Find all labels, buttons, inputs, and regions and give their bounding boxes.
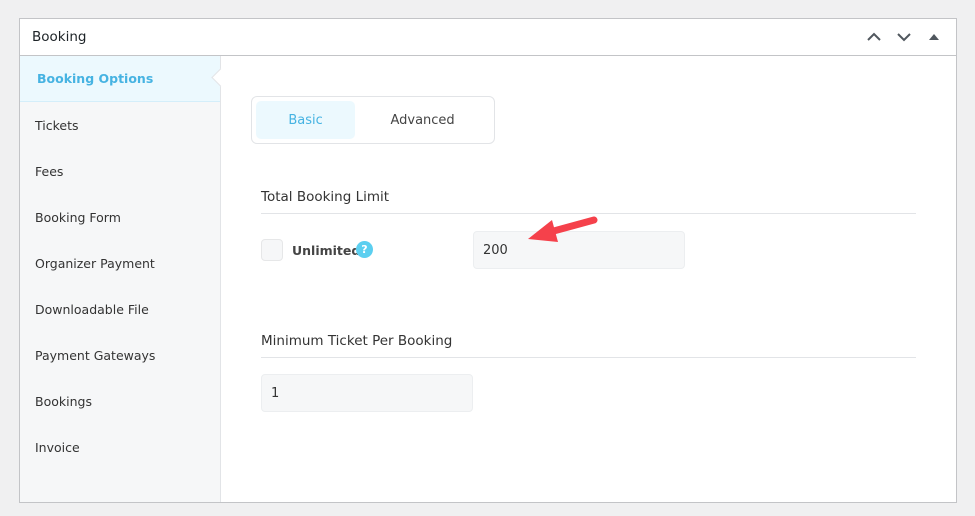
main-panel: Basic Advanced Total Booking Limit Unlim… bbox=[221, 56, 956, 502]
metabox-header: Booking bbox=[20, 19, 956, 56]
total-booking-limit-input[interactable] bbox=[473, 231, 685, 269]
minimum-ticket-heading: Minimum Ticket Per Booking bbox=[261, 333, 916, 358]
sidebar-item-invoice[interactable]: Invoice bbox=[35, 439, 80, 455]
tab-basic[interactable]: Basic bbox=[256, 101, 356, 139]
sidebar-item-organizer-payment[interactable]: Organizer Payment bbox=[35, 255, 155, 271]
sidebar-item-tickets[interactable]: Tickets bbox=[35, 117, 79, 133]
minimum-ticket-input[interactable] bbox=[261, 374, 473, 412]
sidebar-item-bookings[interactable]: Bookings bbox=[35, 393, 92, 409]
collapse-toggle-icon[interactable] bbox=[924, 27, 944, 47]
metabox-title: Booking bbox=[32, 29, 87, 45]
move-up-icon[interactable] bbox=[864, 27, 884, 47]
sidebar-item-payment-gateways[interactable]: Payment Gateways bbox=[35, 347, 156, 363]
help-icon[interactable]: ? bbox=[356, 241, 373, 258]
tab-group: Basic Advanced bbox=[251, 96, 495, 144]
sidebar-item-fees[interactable]: Fees bbox=[35, 163, 64, 179]
total-booking-limit-heading: Total Booking Limit bbox=[261, 189, 916, 214]
move-down-icon[interactable] bbox=[894, 27, 914, 47]
tab-advanced[interactable]: Advanced bbox=[390, 112, 455, 128]
unlimited-label: Unlimited bbox=[292, 243, 361, 258]
sidebar-item-booking-options[interactable]: Booking Options bbox=[20, 56, 220, 102]
unlimited-checkbox[interactable] bbox=[261, 239, 283, 261]
arrow-annotation-icon bbox=[528, 216, 598, 242]
sidebar-item-booking-form[interactable]: Booking Form bbox=[35, 209, 121, 225]
sidebar: Booking Options Tickets Fees Booking For… bbox=[20, 56, 221, 502]
booking-metabox: Booking Booking Options Tickets Fees Boo… bbox=[19, 18, 957, 503]
sidebar-item-downloadable-file[interactable]: Downloadable File bbox=[35, 301, 149, 317]
